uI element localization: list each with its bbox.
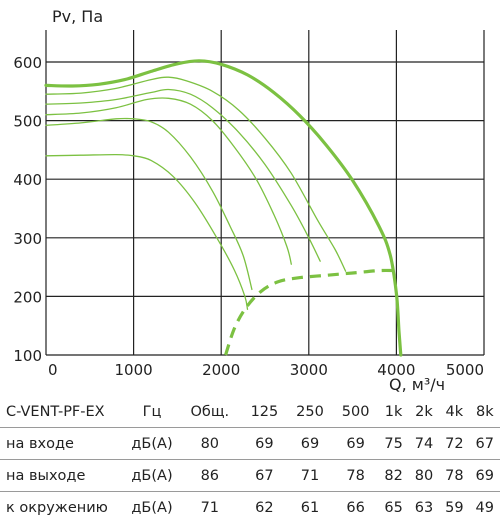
table-cell: 80 bbox=[200, 435, 220, 452]
row-unit: дБ(А) bbox=[131, 499, 173, 516]
row-label: на выходе bbox=[6, 467, 86, 484]
table-cell: 61 bbox=[300, 499, 320, 516]
fan-performance-chart: 100 200 300 400 500 600 0 1000 2000 3000 4000 5000… bbox=[13, 7, 485, 394]
column-header: 8k bbox=[475, 403, 494, 420]
table-cell: 69 bbox=[300, 435, 320, 452]
x-tick-label: 4000 bbox=[377, 361, 415, 379]
column-header: 250 bbox=[296, 403, 324, 420]
table-cell: 74 bbox=[414, 435, 434, 452]
series-curve-speed bbox=[45, 97, 292, 265]
column-header: 500 bbox=[341, 403, 370, 420]
table-row-outlet: на выходе дБ(А) 86 67 71 78 82 80 78 69 bbox=[0, 460, 500, 492]
column-header: 125 bbox=[250, 403, 279, 420]
x-axis-ticks: 0 1000 2000 3000 4000 5000 bbox=[48, 361, 484, 379]
y-tick-label: 500 bbox=[13, 113, 42, 131]
model-name: C-VENT-PF-EX bbox=[6, 403, 105, 420]
table-row-surroundings: к окружению дБ(А) 71 62 61 66 65 63 59 4… bbox=[0, 492, 500, 524]
table-cell: 80 bbox=[414, 467, 434, 484]
y-tick-label: 100 bbox=[13, 347, 42, 365]
table-cell: 66 bbox=[346, 499, 365, 516]
table-cell: 82 bbox=[384, 467, 403, 484]
x-axis-title: Q, м³/ч bbox=[389, 375, 445, 394]
table-cell: 69 bbox=[255, 435, 274, 452]
column-header: Общ. bbox=[190, 403, 230, 420]
row-label: к окружению bbox=[6, 499, 108, 516]
table-cell: 67 bbox=[475, 435, 494, 452]
table-cell: 78 bbox=[445, 467, 464, 484]
column-header: 4k bbox=[445, 403, 464, 420]
series-curve-speed bbox=[45, 153, 249, 310]
table-header-row: C-VENT-PF-EX Гц Общ. 125 250 500 1k 2k 4… bbox=[0, 396, 500, 428]
table-cell: 71 bbox=[200, 499, 220, 516]
table-cell: 63 bbox=[414, 499, 434, 516]
table-cell: 72 bbox=[445, 435, 464, 452]
row-label: на входе bbox=[6, 435, 74, 452]
x-tick-label: 1000 bbox=[115, 361, 153, 379]
series-curve-speed bbox=[45, 117, 253, 291]
series-layer bbox=[44, 59, 403, 357]
table-cell: 75 bbox=[384, 435, 403, 452]
series-curve-main bbox=[44, 59, 403, 357]
table-cell: 78 bbox=[346, 467, 365, 484]
table-cell: 86 bbox=[200, 467, 220, 484]
x-tick-label: 5000 bbox=[446, 361, 484, 379]
table-cell: 71 bbox=[300, 467, 320, 484]
column-header: 1k bbox=[384, 403, 403, 420]
table-cell: 69 bbox=[346, 435, 365, 452]
x-tick-label: 2000 bbox=[202, 361, 240, 379]
x-tick-label: 0 bbox=[48, 361, 58, 379]
series-curve-speed bbox=[45, 88, 321, 262]
series-curve-limit bbox=[224, 268, 397, 356]
y-axis-ticks: 100 200 300 400 500 600 bbox=[13, 54, 42, 365]
table-cell: 62 bbox=[255, 499, 274, 516]
column-header: Гц bbox=[142, 403, 162, 420]
y-tick-label: 200 bbox=[13, 288, 42, 306]
y-tick-label: 400 bbox=[13, 171, 42, 189]
table-cell: 49 bbox=[475, 499, 494, 516]
grid bbox=[45, 30, 485, 356]
y-tick-label: 600 bbox=[13, 54, 42, 72]
row-unit: дБ(А) bbox=[131, 435, 173, 452]
row-unit: дБ(А) bbox=[131, 467, 173, 484]
series-curve-speed bbox=[45, 76, 347, 272]
table-row-inlet: на входе дБ(А) 80 69 69 69 75 74 72 67 bbox=[0, 428, 500, 460]
table-cell: 59 bbox=[445, 499, 464, 516]
y-tick-label: 300 bbox=[13, 230, 42, 248]
table-cell: 69 bbox=[475, 467, 494, 484]
noise-table: C-VENT-PF-EX Гц Общ. 125 250 500 1k 2k 4… bbox=[0, 396, 500, 523]
column-header: 2k bbox=[415, 403, 433, 420]
x-tick-label: 3000 bbox=[290, 361, 328, 379]
y-axis-title: Pv, Па bbox=[52, 7, 103, 26]
table-cell: 65 bbox=[384, 499, 403, 516]
table-cell: 67 bbox=[255, 467, 274, 484]
